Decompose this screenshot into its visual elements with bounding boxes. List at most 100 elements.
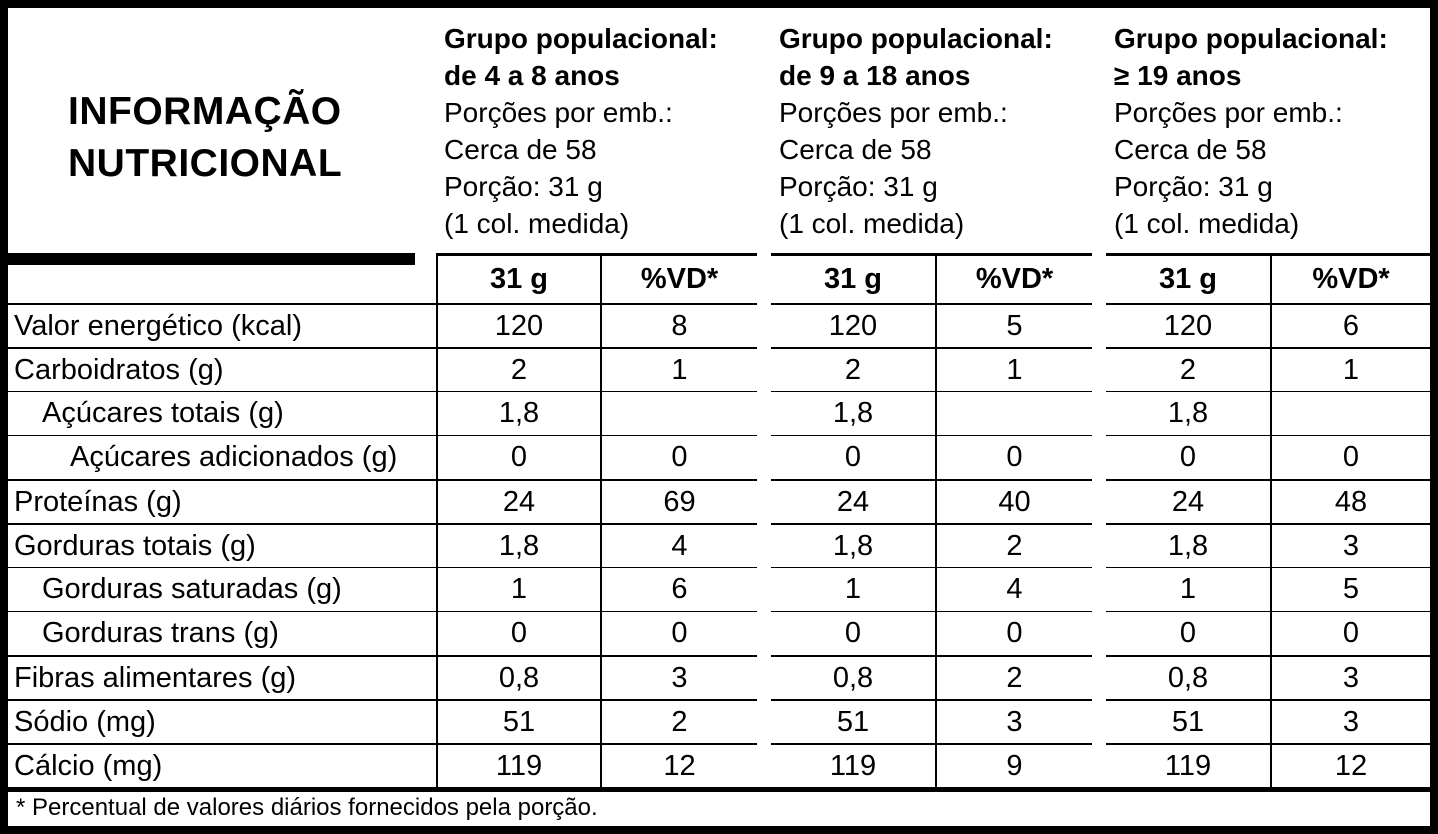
vd-cell: 3: [600, 655, 757, 699]
gap-spacer: [1092, 347, 1106, 391]
servings-value: Cerca de 58: [444, 134, 597, 165]
qty-cell: 24: [436, 479, 600, 523]
table-row-energy: Valor energético (kcal) 120 8 120 5 120 …: [8, 303, 1430, 347]
qty-cell: 0: [1106, 611, 1270, 655]
portion-size: Porção: 31 g: [1114, 171, 1273, 202]
qty-cell: 1,8: [771, 391, 935, 435]
gap-spacer: [1092, 611, 1106, 655]
gap-spacer: [1092, 391, 1106, 435]
qty-cell: 1: [771, 567, 935, 611]
row-label: Carboidratos (g): [8, 347, 436, 391]
gap-spacer: [1092, 253, 1106, 303]
vd-cell: 2: [935, 523, 1092, 567]
qty-cell: 120: [436, 303, 600, 347]
row-label: Gorduras saturadas (g): [8, 567, 436, 611]
row-label: Gorduras trans (g): [8, 611, 436, 655]
vd-cell: 6: [1270, 303, 1430, 347]
portion-measure: (1 col. medida): [1114, 208, 1300, 239]
table-row-carbs: Carboidratos (g) 2 1 2 1 2 1: [8, 347, 1430, 391]
group-header-4-8: Grupo populacional: de 4 a 8 anos Porçõe…: [436, 8, 757, 253]
vd-cell: 0: [935, 611, 1092, 655]
qty-cell: 2: [436, 347, 600, 391]
footnote: * Percentual de valores diários fornecid…: [16, 794, 598, 821]
vd-cell: 3: [1270, 523, 1430, 567]
vd-cell: 0: [935, 435, 1092, 479]
vd-column-header: %VD*: [600, 253, 757, 303]
qty-cell: 2: [771, 347, 935, 391]
title-underline-bar-cell: [8, 253, 436, 303]
page-title: INFORMAÇÃO NUTRICIONAL: [8, 8, 436, 253]
qty-cell: 119: [436, 743, 600, 787]
gap-spacer: [757, 479, 771, 523]
vd-cell: 69: [600, 479, 757, 523]
vd-cell: 3: [1270, 655, 1430, 699]
servings-value: Cerca de 58: [779, 134, 932, 165]
header-area: INFORMAÇÃO NUTRICIONAL Grupo populaciona…: [8, 8, 1430, 253]
group-name: Grupo populacional:: [779, 23, 1053, 54]
row-label: Gorduras totais (g): [8, 523, 436, 567]
table-row-total-sugars: Açúcares totais (g) 1,8 1,8 1,8: [8, 391, 1430, 435]
qty-cell: 119: [771, 743, 935, 787]
qty-cell: 1: [1106, 567, 1270, 611]
table-row-calcium: Cálcio (mg) 119 12 119 9 119 12: [8, 743, 1430, 787]
table-row-sodium: Sódio (mg) 51 2 51 3 51 3: [8, 699, 1430, 743]
portion-size: Porção: 31 g: [444, 171, 603, 202]
group-age-range: de 9 a 18 anos: [779, 60, 971, 91]
group-age-range: de 4 a 8 anos: [444, 60, 620, 91]
vd-cell: 0: [1270, 435, 1430, 479]
gap-spacer: [757, 347, 771, 391]
title-line-2: NUTRICIONAL: [68, 142, 343, 185]
table-row-added-sugars: Açúcares adicionados (g) 0 0 0 0 0 0: [8, 435, 1430, 479]
vd-cell: 12: [1270, 743, 1430, 787]
vd-cell: [1270, 391, 1430, 435]
vd-cell: 2: [935, 655, 1092, 699]
qty-cell: 1,8: [436, 523, 600, 567]
servings-label: Porções por emb.:: [779, 97, 1008, 128]
gap-spacer: [757, 611, 771, 655]
portion-measure: (1 col. medida): [444, 208, 630, 239]
qty-cell: 0,8: [436, 655, 600, 699]
row-label: Cálcio (mg): [8, 743, 436, 787]
vd-cell: 3: [1270, 699, 1430, 743]
row-label: Valor energético (kcal): [8, 303, 436, 347]
qty-cell: 1,8: [1106, 523, 1270, 567]
vd-cell: [600, 391, 757, 435]
qty-cell: 0: [436, 611, 600, 655]
gap-spacer: [757, 743, 771, 787]
table-row-trans-fat: Gorduras trans (g) 0 0 0 0 0 0: [8, 611, 1430, 655]
vd-cell: 8: [600, 303, 757, 347]
vd-column-header: %VD*: [935, 253, 1092, 303]
vd-cell: 0: [600, 435, 757, 479]
gap-spacer: [1092, 435, 1106, 479]
row-label: Fibras alimentares (g): [8, 655, 436, 699]
qty-cell: 1: [436, 567, 600, 611]
qty-cell: 0,8: [771, 655, 935, 699]
qty-cell: 51: [771, 699, 935, 743]
vd-cell: 12: [600, 743, 757, 787]
row-label: Açúcares totais (g): [8, 391, 436, 435]
qty-column-header: 31 g: [1106, 253, 1270, 303]
gap-spacer: [757, 699, 771, 743]
table-row-saturated-fat: Gorduras saturadas (g) 1 6 1 4 1 5: [8, 567, 1430, 611]
table-row-total-fat: Gorduras totais (g) 1,8 4 1,8 2 1,8 3: [8, 523, 1430, 567]
group-header-9-18: Grupo populacional: de 9 a 18 anos Porçõ…: [771, 8, 1092, 253]
gap-spacer: [757, 391, 771, 435]
qty-cell: 51: [436, 699, 600, 743]
vd-cell: 0: [1270, 611, 1430, 655]
vd-cell: 9: [935, 743, 1092, 787]
table-row-protein: Proteínas (g) 24 69 24 40 24 48: [8, 479, 1430, 523]
servings-label: Porções por emb.:: [1114, 97, 1343, 128]
gap-spacer: [757, 253, 771, 303]
qty-cell: 1,8: [436, 391, 600, 435]
row-label: Sódio (mg): [8, 699, 436, 743]
gap-spacer: [757, 655, 771, 699]
qty-cell: 120: [1106, 303, 1270, 347]
column-header-row: 31 g %VD* 31 g %VD* 31 g %VD*: [8, 253, 1430, 303]
qty-cell: 0: [1106, 435, 1270, 479]
group-name: Grupo populacional:: [1114, 23, 1388, 54]
gap-spacer: [757, 523, 771, 567]
vd-cell: 1: [935, 347, 1092, 391]
qty-cell: 24: [1106, 479, 1270, 523]
qty-cell: 120: [771, 303, 935, 347]
